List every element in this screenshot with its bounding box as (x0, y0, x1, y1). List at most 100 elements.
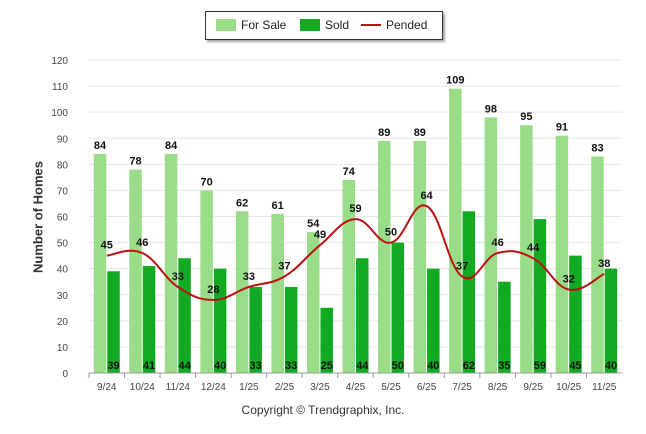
y-tick-label: 50 (57, 239, 69, 250)
y-axis-title: Number of Homes (30, 161, 46, 273)
data-label-for-sale: 78 (129, 156, 141, 168)
bar-sold (320, 307, 333, 373)
bar-for-sale (129, 169, 142, 373)
bar-sold (249, 286, 262, 373)
x-tick-label: 9/24 (97, 382, 117, 393)
data-label-pended: 49 (314, 229, 326, 241)
data-label-pended: 59 (349, 203, 361, 215)
data-label-sold: 33 (285, 360, 297, 372)
bar-sold (427, 268, 440, 373)
x-tick-label: 3/25 (310, 382, 330, 393)
legend-item-for-sale[interactable]: For Sale (216, 18, 286, 32)
x-tick-label: 10/25 (556, 382, 581, 393)
x-tick-label: 5/25 (381, 382, 401, 393)
data-label-sold: 33 (250, 360, 262, 372)
legend-item-sold[interactable]: Sold (300, 18, 349, 32)
data-label-for-sale: 89 (414, 127, 426, 139)
y-tick-label: 110 (52, 82, 68, 93)
x-tick-label: 11/24 (166, 382, 191, 393)
y-tick-label: 80 (57, 160, 69, 171)
data-label-sold: 40 (214, 360, 226, 372)
data-label-for-sale: 61 (272, 200, 284, 212)
data-label-for-sale: 91 (556, 122, 568, 134)
data-label-pended: 33 (243, 271, 255, 283)
grid (89, 59, 622, 374)
x-tick-label: 1/25 (239, 382, 259, 393)
bar-for-sale (591, 156, 604, 373)
bar-for-sale (164, 153, 178, 373)
y-tick-label: 60 (57, 213, 69, 224)
data-label-for-sale: 98 (485, 103, 497, 115)
legend-item-pended[interactable]: Pended (361, 18, 427, 32)
data-label-sold: 44 (178, 360, 191, 372)
data-label-pended: 46 (136, 237, 148, 249)
data-label-for-sale: 62 (236, 197, 248, 209)
data-label-for-sale: 95 (520, 111, 532, 123)
data-label-sold: 40 (427, 360, 439, 372)
legend-swatch-for-sale (216, 19, 236, 31)
bar-sold (142, 266, 156, 373)
legend-swatch-pended (361, 24, 381, 26)
bar-for-sale (271, 213, 284, 373)
bar-sold (213, 268, 227, 373)
data-label-pended: 37 (456, 260, 468, 272)
pended-line-group (106, 204, 605, 301)
bar-for-sale (306, 232, 320, 373)
data-label-pended: 45 (101, 240, 113, 252)
bar-for-sale (378, 140, 391, 373)
x-tick-label: 2/25 (275, 382, 295, 393)
y-tick-label: 10 (57, 343, 69, 354)
bar-sold (391, 242, 405, 373)
data-label-pended: 32 (563, 274, 575, 286)
data-label-pended: 28 (207, 284, 219, 296)
x-tick-label: 4/25 (346, 382, 366, 393)
bar-sold (533, 219, 547, 373)
bar-sold (107, 271, 120, 373)
bar-for-sale (555, 135, 569, 373)
x-tick-label: 10/24 (130, 382, 155, 393)
y-tick-label: 40 (57, 265, 69, 276)
x-tick-label: 11/25 (592, 382, 617, 393)
data-label-for-sale: 54 (307, 218, 320, 230)
x-tick-label: 9/25 (523, 382, 543, 393)
legend-swatch-sold (300, 19, 320, 31)
y-tick-label: 70 (57, 186, 69, 197)
axes: 0 10 20 30 40 50 60 70 80 90 100 110 120 9/24 10/24 11/… (51, 56, 622, 393)
data-label-pended: 37 (278, 260, 290, 272)
data-label-pended: 33 (172, 271, 184, 283)
y-tick-label: 20 (57, 317, 69, 328)
data-labels: 84 39 78 41 84 44 70 40 62 33 61 33 54 25 74 44 89 50 89 40… (94, 75, 617, 372)
x-tick-label: 8/25 (488, 382, 508, 393)
data-label-for-sale: 70 (200, 176, 212, 188)
y-tick-label: 90 (57, 134, 69, 145)
y-tick-label: 120 (51, 56, 68, 67)
data-label-sold: 44 (356, 360, 369, 372)
data-label-for-sale: 83 (591, 143, 603, 155)
x-tick-label: 7/25 (452, 382, 472, 393)
bar-for-sale (342, 179, 355, 373)
data-label-sold: 50 (392, 360, 404, 372)
data-label-sold: 45 (569, 360, 581, 372)
bar-for-sale (484, 117, 498, 373)
legend-label-pended: Pended (386, 18, 428, 32)
bar-sold (498, 281, 511, 373)
legend: For Sale Sold Pended (205, 11, 443, 40)
data-label-sold: 25 (321, 360, 333, 372)
bar-sold (604, 268, 618, 373)
for-sale-bars (93, 88, 604, 374)
data-label-pended: 50 (385, 227, 397, 239)
data-label-pended: 46 (492, 237, 504, 249)
bar-sold (284, 286, 298, 373)
data-label-pended: 38 (598, 258, 610, 270)
data-label-sold: 40 (605, 360, 617, 372)
data-label-sold: 62 (463, 360, 475, 372)
bar-for-sale (235, 211, 249, 373)
bar-for-sale (520, 125, 533, 373)
data-label-sold: 35 (498, 360, 510, 372)
bar-for-sale (413, 140, 427, 373)
pended-line (106, 204, 605, 301)
bar-for-sale (93, 153, 107, 373)
data-label-sold: 41 (143, 360, 155, 372)
y-tick-label: 30 (57, 291, 69, 302)
